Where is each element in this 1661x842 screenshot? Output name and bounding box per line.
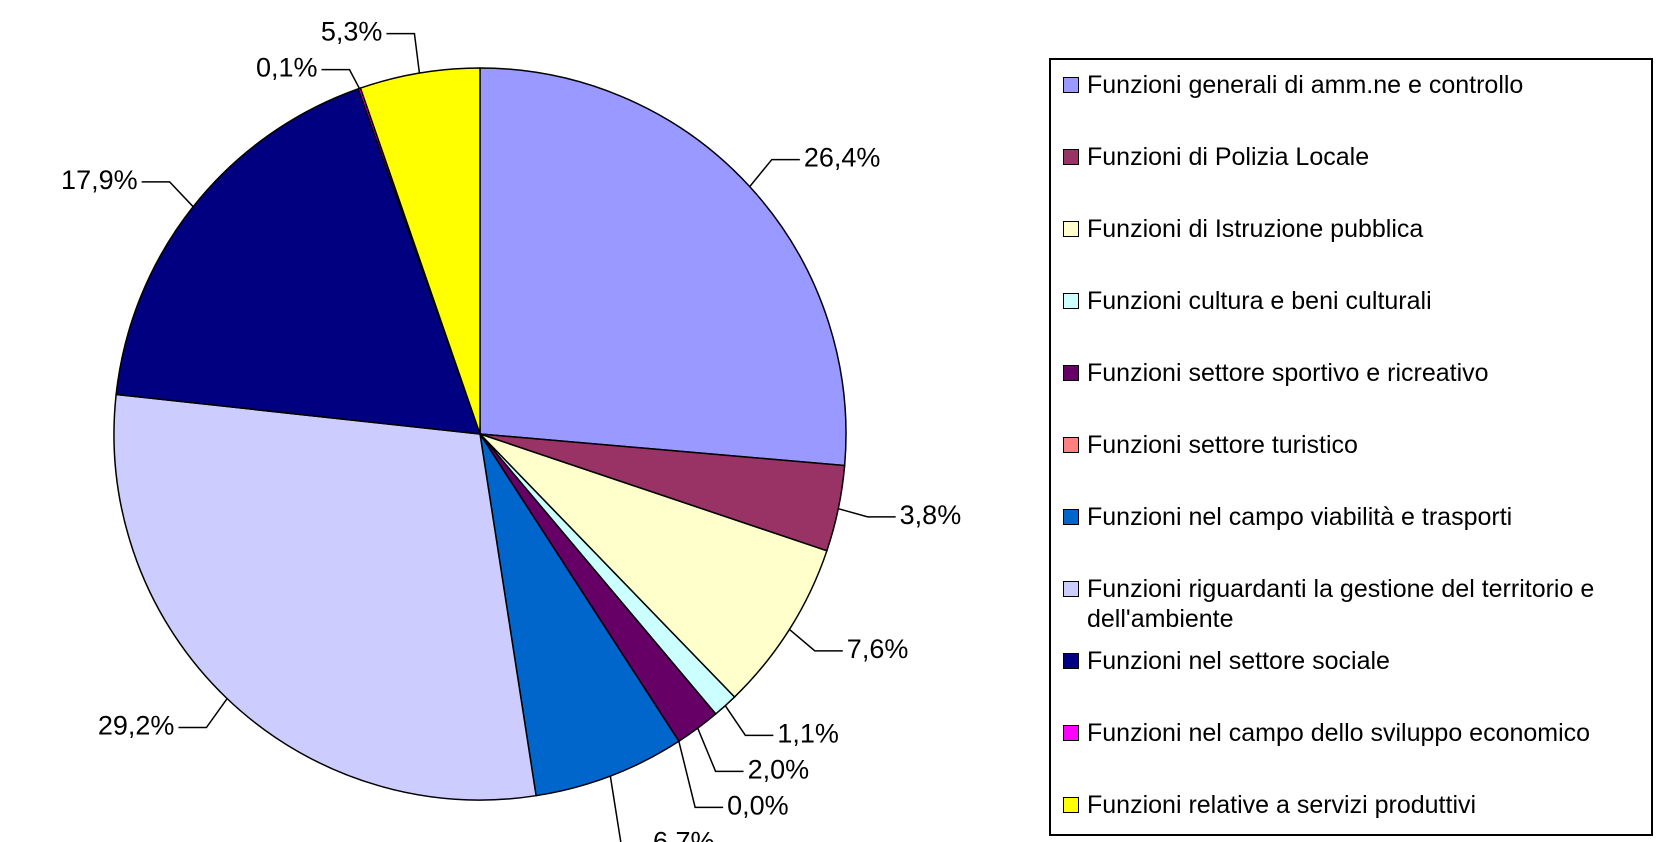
legend-swatch (1063, 581, 1079, 597)
legend-swatch (1063, 365, 1079, 381)
legend: Funzioni generali di amm.ne e controllo F… (1049, 58, 1653, 836)
legend-label: Funzioni settore turistico (1087, 431, 1358, 459)
leader-line (386, 32, 421, 74)
slice (113, 393, 537, 801)
legend-label: Funzioni relative a servizi produttivi (1087, 791, 1477, 819)
legend-label: Funzioni di Polizia Locale (1087, 143, 1370, 171)
data-label: 0,0% (727, 790, 789, 820)
legend-label: Funzioni nel settore sociale (1087, 647, 1390, 675)
data-label: 2,0% (748, 754, 810, 784)
legend-label: Funzioni di Istruzione pubblica (1087, 215, 1424, 243)
leader-line (724, 705, 774, 737)
legend-item: Funzioni nel campo viabilità e trasporti (1063, 502, 1648, 532)
legend-swatch (1063, 653, 1079, 669)
slice (479, 67, 847, 467)
legend-swatch (1063, 293, 1079, 309)
legend-swatch (1063, 437, 1079, 453)
data-label: 6,7% (653, 826, 715, 842)
legend-item: Funzioni nel campo dello sviluppo econom… (1063, 718, 1648, 748)
legend-label: Funzioni generali di amm.ne e controllo (1087, 71, 1524, 99)
data-label: 29,2% (98, 711, 175, 741)
slice (479, 433, 828, 699)
legend-item: Funzioni riguardanti la gestione del ter… (1063, 574, 1648, 634)
leader-line (788, 628, 843, 652)
leader-line (178, 698, 228, 729)
leader-line (609, 775, 622, 842)
legend-item: Funzioni di Polizia Locale (1063, 142, 1648, 172)
legend-swatch (1063, 797, 1079, 813)
legend-swatch (1063, 509, 1079, 525)
leader-line (141, 181, 194, 208)
legend-label: Funzioni cultura e beni culturali (1087, 287, 1432, 315)
data-label: 17,9% (61, 165, 138, 195)
legend-item: Funzioni settore sportivo e ricreativo (1063, 358, 1648, 388)
legend-item: Funzioni nel settore sociale (1063, 646, 1648, 676)
legend-item: Funzioni di Istruzione pubblica (1063, 214, 1648, 244)
data-label: 7,6% (847, 634, 909, 664)
legend-label: Funzioni nel campo dello sviluppo econom… (1087, 719, 1591, 747)
legend-item: Funzioni relative a servizi produttivi (1063, 790, 1648, 820)
data-label: 26,4% (804, 143, 881, 173)
legend-label: Funzioni riguardanti la gestione del ter… (1087, 575, 1595, 633)
legend-item: Funzioni generali di amm.ne e controllo (1063, 70, 1648, 100)
legend-item: Funzioni settore turistico (1063, 430, 1648, 460)
leader-line (697, 727, 744, 773)
legend-label: Funzioni settore sportivo e ricreativo (1087, 359, 1489, 387)
data-label: 5,3% (321, 17, 383, 47)
legend-swatch (1063, 221, 1079, 237)
leader-line (838, 507, 896, 518)
leader-line (678, 741, 724, 809)
legend-swatch (1063, 77, 1079, 93)
legend-swatch (1063, 149, 1079, 165)
legend-swatch (1063, 725, 1079, 741)
leader-line (321, 68, 361, 89)
leader-line (749, 158, 800, 188)
data-label: 0,1% (256, 53, 318, 83)
data-label: 1,1% (777, 718, 839, 748)
legend-item: Funzioni cultura e beni culturali (1063, 286, 1648, 316)
data-label: 3,8% (900, 500, 962, 530)
legend-label: Funzioni nel campo viabilità e trasporti (1087, 503, 1513, 531)
